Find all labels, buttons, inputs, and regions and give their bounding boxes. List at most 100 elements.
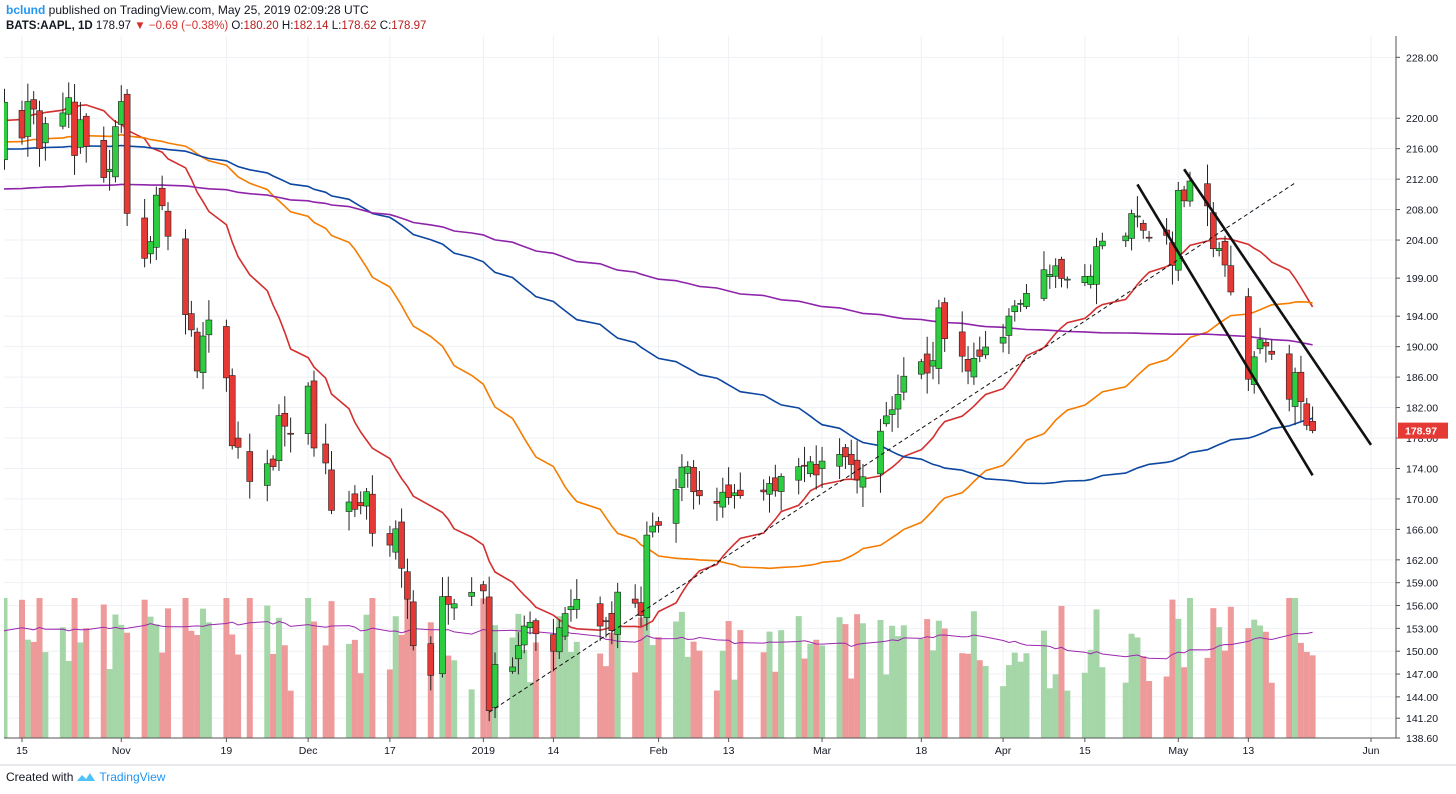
candle-body — [1297, 371, 1305, 402]
volume-bar — [935, 620, 942, 738]
candle — [958, 311, 966, 373]
low-label: L: — [331, 20, 342, 32]
volume-bar — [1064, 690, 1071, 738]
volume-bar — [848, 678, 855, 738]
volume-bar — [468, 689, 475, 738]
price-tick-label: 212.00 — [1406, 174, 1438, 186]
volume-bar — [521, 650, 528, 738]
volume-bar — [573, 641, 580, 738]
candle — [795, 457, 802, 495]
candle-body — [445, 596, 452, 605]
volume-bar — [346, 643, 353, 738]
volume-bar — [1292, 598, 1299, 738]
candle — [801, 446, 808, 483]
candle-body — [772, 477, 779, 492]
candle-body — [1046, 274, 1054, 277]
candle — [287, 417, 294, 453]
candle-body — [1099, 240, 1106, 247]
candle-body — [608, 613, 616, 631]
author-link[interactable]: bclund — [6, 3, 46, 17]
candle — [141, 199, 148, 268]
symbol-label: BATS:AAPL, 1D — [6, 20, 93, 32]
candle-body — [655, 521, 662, 526]
candle-body — [1221, 241, 1229, 266]
volume-bar — [328, 601, 335, 738]
candle-body — [736, 489, 744, 497]
candle-body — [106, 168, 113, 173]
candle-body — [404, 571, 411, 600]
price-tick-label: 156.00 — [1406, 601, 1438, 613]
volume-bar — [1204, 657, 1211, 738]
volume-bar — [801, 658, 808, 738]
volume-bar — [638, 617, 645, 738]
candle — [427, 636, 435, 691]
candle — [0, 132, 2, 168]
volume-bar — [760, 652, 767, 738]
candle — [351, 485, 359, 518]
candle-body — [392, 528, 400, 553]
candle-body — [182, 238, 189, 315]
volume-bar — [924, 619, 931, 738]
volume-bar — [194, 634, 201, 738]
tradingview-logo-icon[interactable] — [76, 771, 96, 783]
candle — [1204, 164, 1211, 227]
candle — [1046, 264, 1054, 289]
candle-body — [480, 584, 487, 592]
volume-bar — [124, 632, 131, 738]
volume-bar — [1175, 618, 1182, 738]
candle-body — [509, 666, 516, 672]
candle-body — [929, 360, 937, 367]
candle-body — [450, 603, 458, 609]
price-tick-label: 174.00 — [1406, 463, 1438, 475]
time-tick-label: 15 — [16, 745, 28, 757]
volume-bar — [1303, 651, 1310, 738]
volume-bar — [731, 679, 738, 738]
candle-body — [649, 525, 657, 533]
volume-bar — [153, 624, 160, 738]
price-tick-label: 204.00 — [1406, 235, 1438, 247]
candle — [631, 584, 639, 608]
candle-body — [1186, 180, 1194, 202]
drawings — [488, 168, 1373, 713]
volume-bar — [112, 614, 119, 738]
volume-bar — [719, 650, 726, 738]
tradingview-link[interactable]: TradingView — [99, 770, 166, 784]
candle-body — [65, 97, 73, 115]
time-tick-label: May — [1168, 745, 1189, 757]
volume-bar — [182, 598, 189, 738]
candle — [520, 615, 528, 654]
candle — [1023, 284, 1030, 310]
price-tick-label: 166.00 — [1406, 524, 1438, 536]
volume-bar — [1040, 630, 1047, 738]
candle-body — [923, 353, 931, 374]
close-value: 178.97 — [391, 20, 427, 32]
candle-body — [153, 194, 160, 248]
candle-body — [491, 664, 499, 708]
volume-bar — [223, 598, 230, 738]
candle — [234, 421, 242, 459]
candle-body — [77, 119, 84, 148]
candle-body — [842, 447, 849, 458]
candle — [468, 577, 475, 606]
price-chart[interactable]: 228.00 220.00 216.00 212.00 208.00 204.00 199.… — [0, 36, 1456, 766]
volume-bar — [1268, 682, 1275, 738]
volume-bar — [1169, 599, 1176, 738]
candle — [772, 464, 779, 497]
candle — [1011, 300, 1019, 322]
volume-bar — [4, 598, 8, 738]
candle-body — [643, 534, 651, 618]
candle-body — [976, 349, 984, 357]
candle — [678, 454, 686, 502]
low-value: 178.62 — [341, 20, 377, 32]
last-price-box — [1398, 422, 1448, 439]
candle-body — [882, 415, 890, 425]
candle — [275, 404, 283, 471]
candle-body — [1134, 215, 1141, 218]
volume-bar — [778, 630, 785, 738]
time-tick-label: 2019 — [472, 745, 496, 757]
volume-bar — [941, 628, 948, 738]
volume-bar — [1052, 674, 1059, 738]
volume-bar — [562, 613, 569, 738]
price-tick-label: 216.00 — [1406, 144, 1438, 156]
volume-bar — [655, 637, 662, 738]
